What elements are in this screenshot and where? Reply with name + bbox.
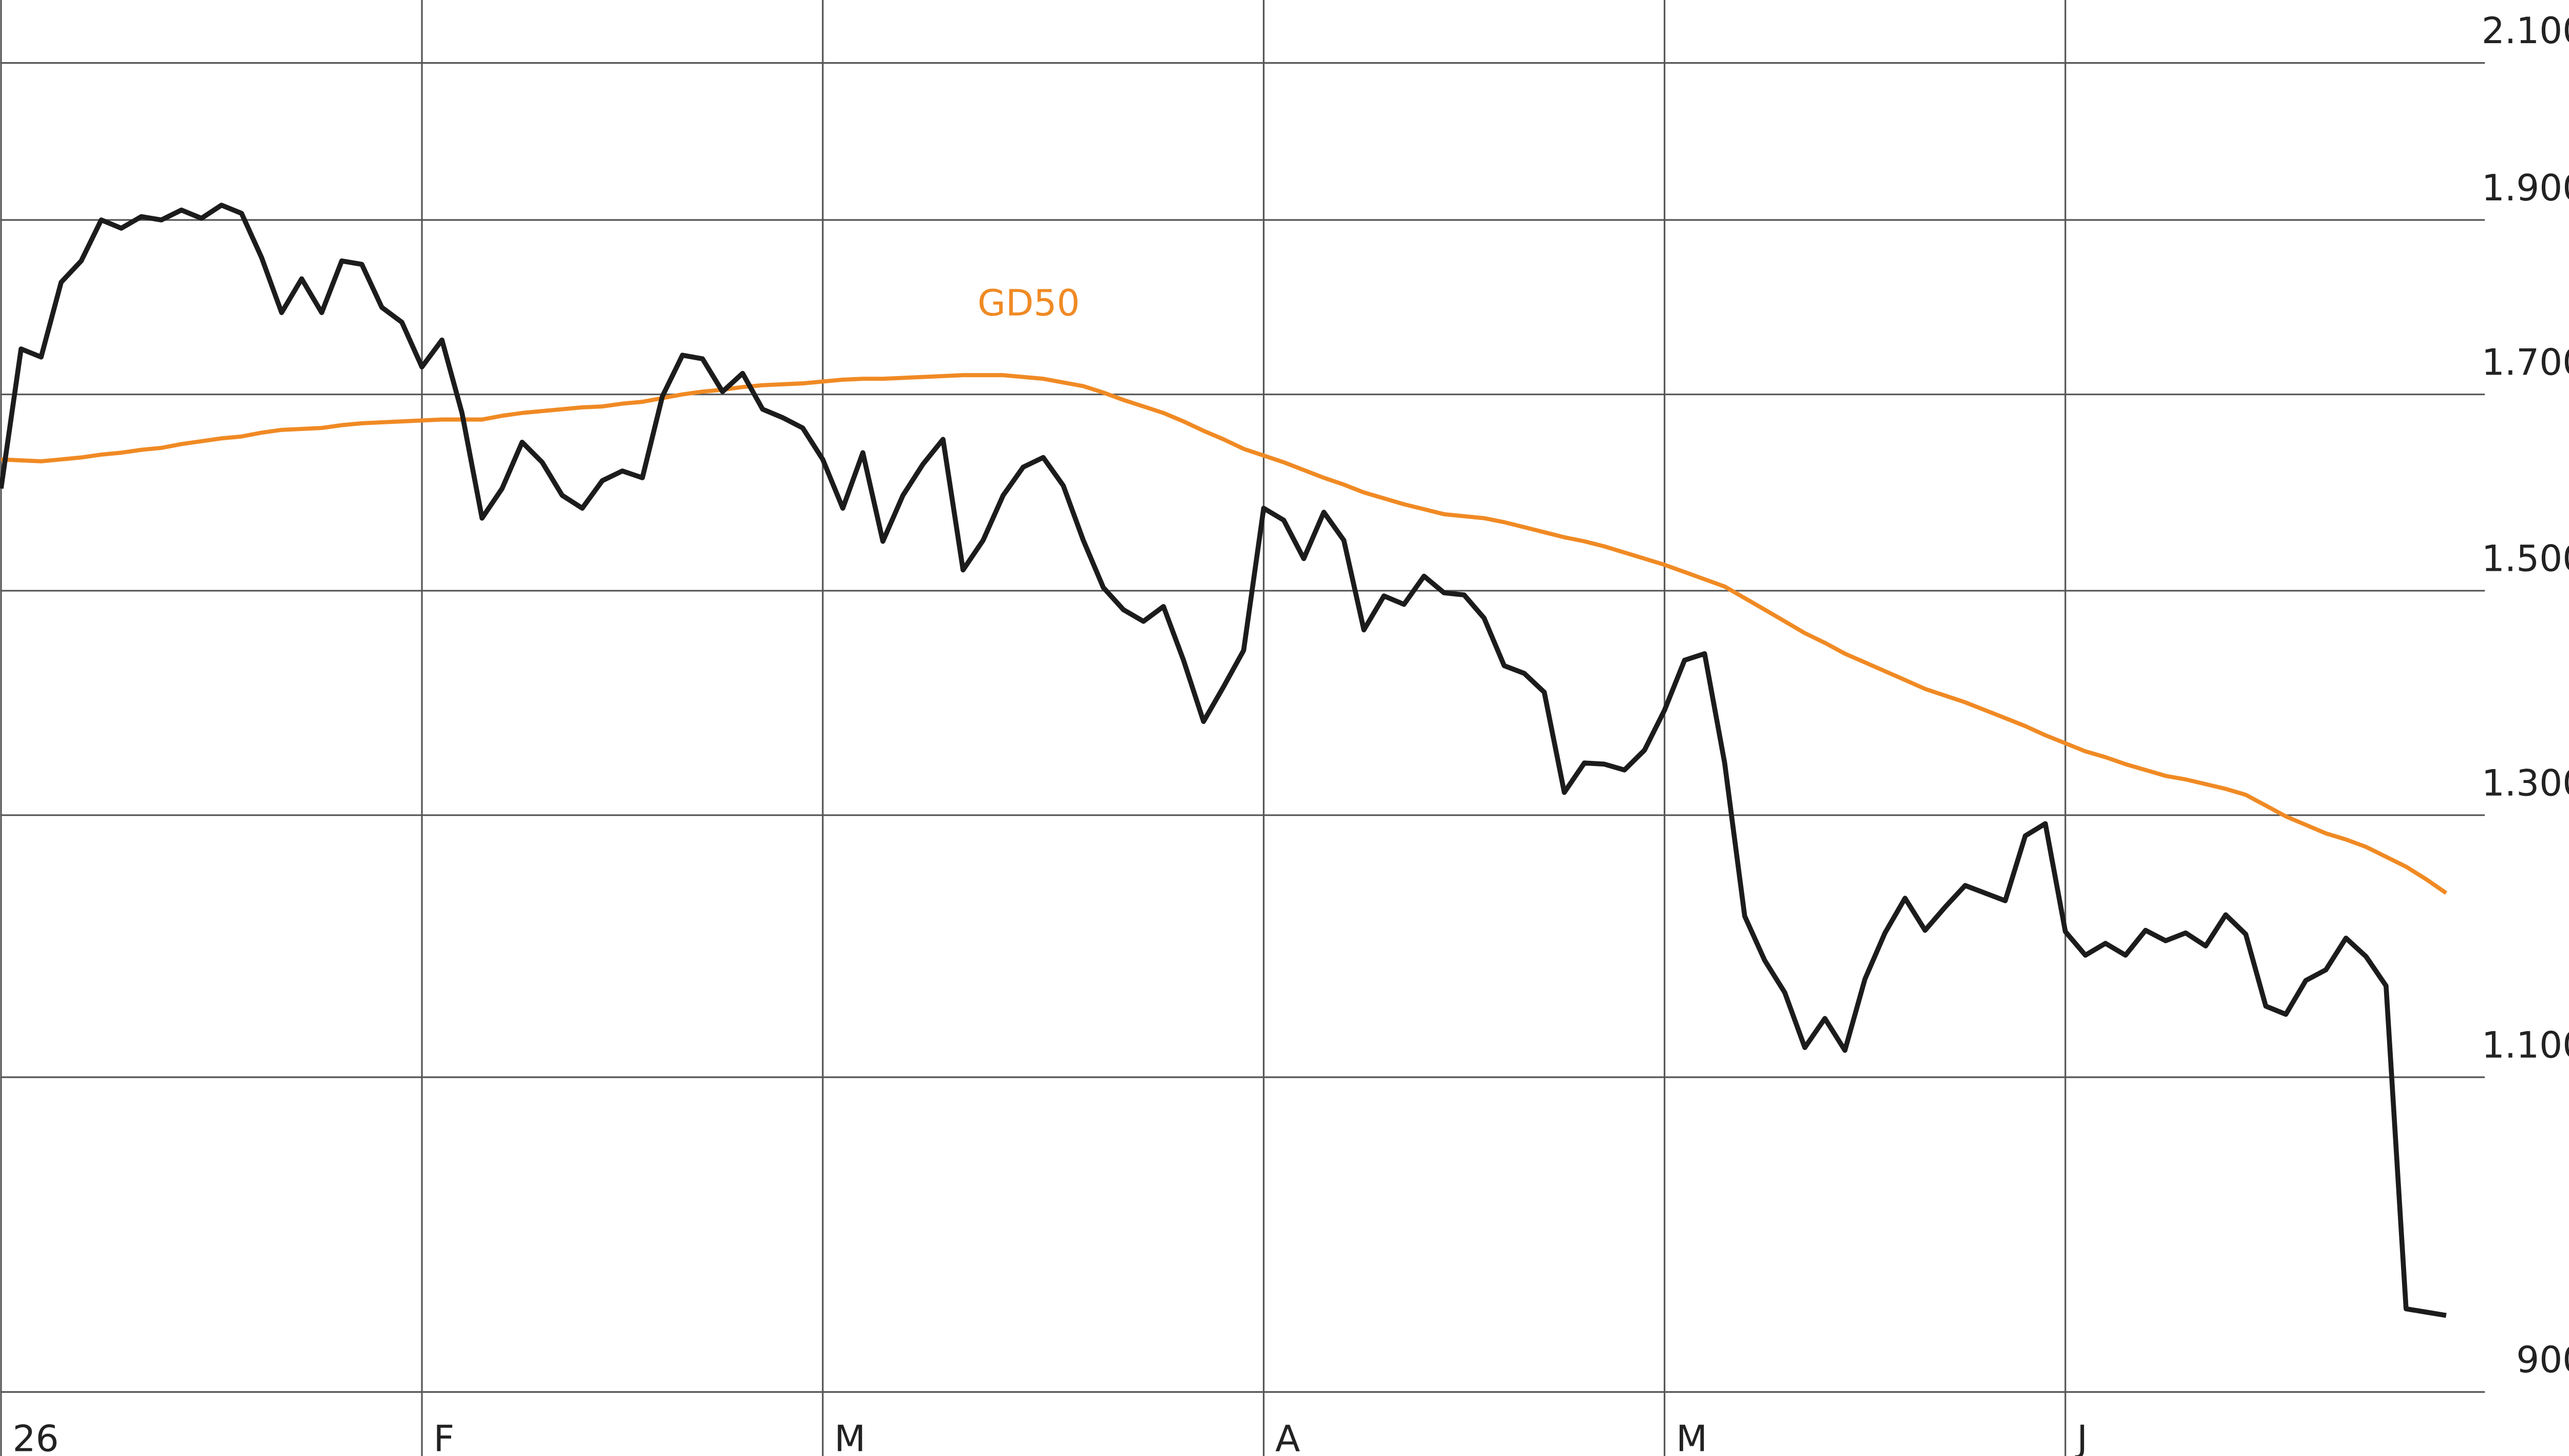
x-tick-label: J: [2075, 1417, 2088, 1456]
x-tick-label: 26: [12, 1417, 59, 1456]
y-tick-label: 1.500: [2482, 537, 2569, 580]
y-tick-label: 2.100: [2482, 9, 2569, 52]
x-tick-label: M: [834, 1417, 866, 1456]
x-tick-label: M: [1676, 1417, 1707, 1456]
price-line: [1, 373, 2448, 895]
y-tick-label: 1.900: [2482, 166, 2569, 209]
price-line: [0, 202, 2447, 1318]
x-tick-label: F: [434, 1417, 455, 1456]
y-tick-label: 1.300: [2482, 761, 2569, 804]
y-tick-label: 900: [2516, 1338, 2569, 1381]
x-tick-label: A: [1275, 1417, 1300, 1456]
series-label: GD50: [978, 282, 1080, 324]
y-tick-label: 1.700: [2482, 341, 2569, 383]
y-tick-label: 1.100: [2482, 1023, 2569, 1066]
